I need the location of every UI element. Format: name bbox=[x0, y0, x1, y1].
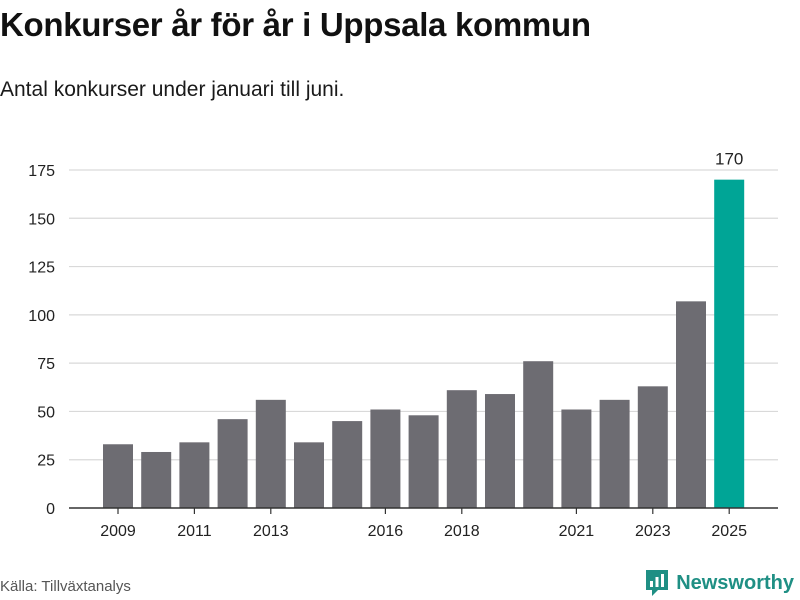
chart-subtitle: Antal konkurser under januari till juni. bbox=[0, 78, 345, 101]
y-tick-label: 100 bbox=[28, 308, 55, 325]
bar-2009 bbox=[103, 444, 133, 508]
bar-2022 bbox=[599, 399, 630, 508]
x-tick-label: 2011 bbox=[177, 523, 212, 540]
bar-2015 bbox=[332, 421, 363, 508]
bar-2017 bbox=[408, 415, 439, 508]
brand-name: Newsworthy bbox=[676, 571, 794, 594]
y-tick-label: 50 bbox=[37, 404, 55, 421]
data-label: 170 bbox=[715, 150, 743, 169]
x-tick-label: 2025 bbox=[711, 523, 747, 540]
y-tick-label: 175 bbox=[28, 163, 55, 180]
bar-2013 bbox=[255, 399, 286, 508]
y-tick-label: 25 bbox=[37, 453, 55, 470]
source-note: Källa: Tillväxtanalys bbox=[0, 578, 131, 595]
y-tick-label: 150 bbox=[28, 211, 55, 228]
bar-2021 bbox=[561, 409, 592, 508]
x-tick-label: 2021 bbox=[559, 523, 595, 540]
y-tick-label: 0 bbox=[46, 501, 55, 518]
bars bbox=[103, 179, 745, 508]
bar-2020 bbox=[523, 361, 554, 508]
bar-2018 bbox=[446, 390, 477, 508]
chart-title: Konkurser år för år i Uppsala kommun bbox=[0, 6, 591, 43]
bar-2014 bbox=[294, 442, 324, 508]
y-tick-label: 125 bbox=[28, 260, 55, 277]
y-tick-label: 75 bbox=[37, 356, 55, 373]
x-tick-label: 2016 bbox=[368, 523, 404, 540]
bar-2012 bbox=[217, 419, 248, 508]
brand-logo: Newsworthy bbox=[644, 568, 794, 598]
bar-2025 bbox=[714, 179, 745, 508]
data-labels: 170 bbox=[715, 150, 743, 169]
bar-2019 bbox=[485, 394, 515, 508]
x-tick-label: 2023 bbox=[635, 523, 671, 540]
bar-2010 bbox=[141, 451, 172, 508]
bar-2011 bbox=[179, 442, 210, 508]
axes: 0 25 50 75 100 125 150 175 2009 2011 2013 2016 2018 2… bbox=[28, 163, 778, 540]
x-tick-label: 2018 bbox=[444, 523, 480, 540]
bar-2024 bbox=[676, 301, 706, 508]
bar-2023 bbox=[637, 386, 668, 508]
x-tick-label: 2009 bbox=[100, 523, 136, 540]
bar-2016 bbox=[370, 409, 401, 508]
x-tick-label: 2013 bbox=[253, 523, 289, 540]
newsworthy-logo-icon bbox=[646, 570, 669, 596]
